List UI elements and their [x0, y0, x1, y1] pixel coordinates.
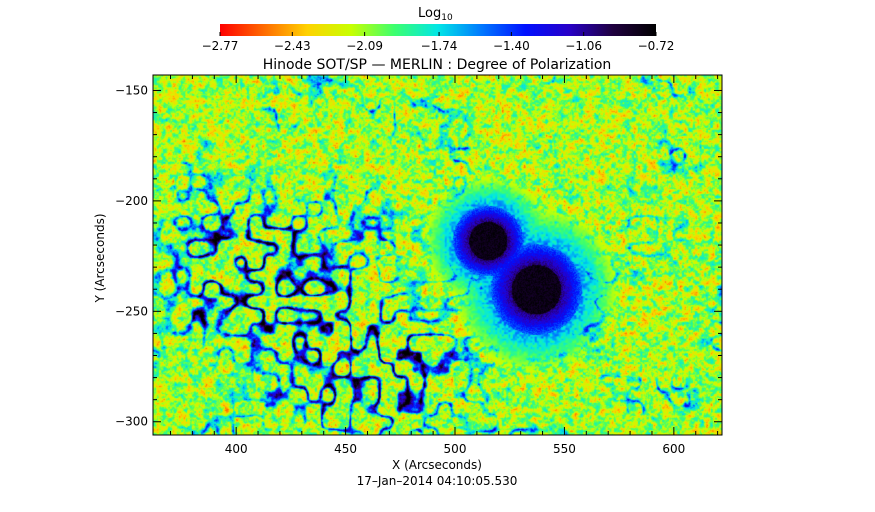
colorbar-label: Log10 — [418, 6, 453, 23]
colorbar-tick-label: −2.43 — [274, 39, 311, 53]
x-axis-label: X (Arcseconds) — [392, 458, 482, 472]
colorbar-tick-label: −0.72 — [638, 39, 675, 53]
y-tick-label: −200 — [115, 194, 148, 208]
x-tick-label: 550 — [553, 442, 576, 456]
x-tick-label: 450 — [334, 442, 357, 456]
colorbar: Log10 −2.77 −2.43 −2.09 −1.74 −1.40 −1.06 −0.7… — [202, 6, 675, 53]
x-tick-label: 400 — [225, 442, 248, 456]
x-tick-label: 500 — [444, 442, 467, 456]
x-tick-label: 600 — [662, 442, 685, 456]
y-tick-label: −150 — [115, 83, 148, 97]
plot-frame — [152, 74, 723, 436]
colorbar-tick-label: −1.06 — [565, 39, 602, 53]
colorbar-tick-label: −1.40 — [493, 39, 530, 53]
y-tick-label: −300 — [115, 415, 148, 429]
colorbar-tick-label: −2.77 — [202, 39, 239, 53]
colorbar-gradient — [220, 24, 656, 36]
heatmap-image — [153, 75, 722, 435]
plot-area: 400 450 500 550 600 −150 −200 −250 −300 — [115, 74, 723, 456]
y-tick-label: −250 — [115, 304, 148, 318]
chart-title: Hinode SOT/SP — MERLIN : Degree of Polar… — [263, 57, 612, 73]
timestamp: 17–Jan–2014 04:10:05.530 — [357, 474, 518, 488]
colorbar-tick-label: −1.74 — [421, 39, 458, 53]
colorbar-tick-label: −2.09 — [346, 39, 383, 53]
y-axis-label: Y (Arcseconds) — [93, 213, 107, 303]
